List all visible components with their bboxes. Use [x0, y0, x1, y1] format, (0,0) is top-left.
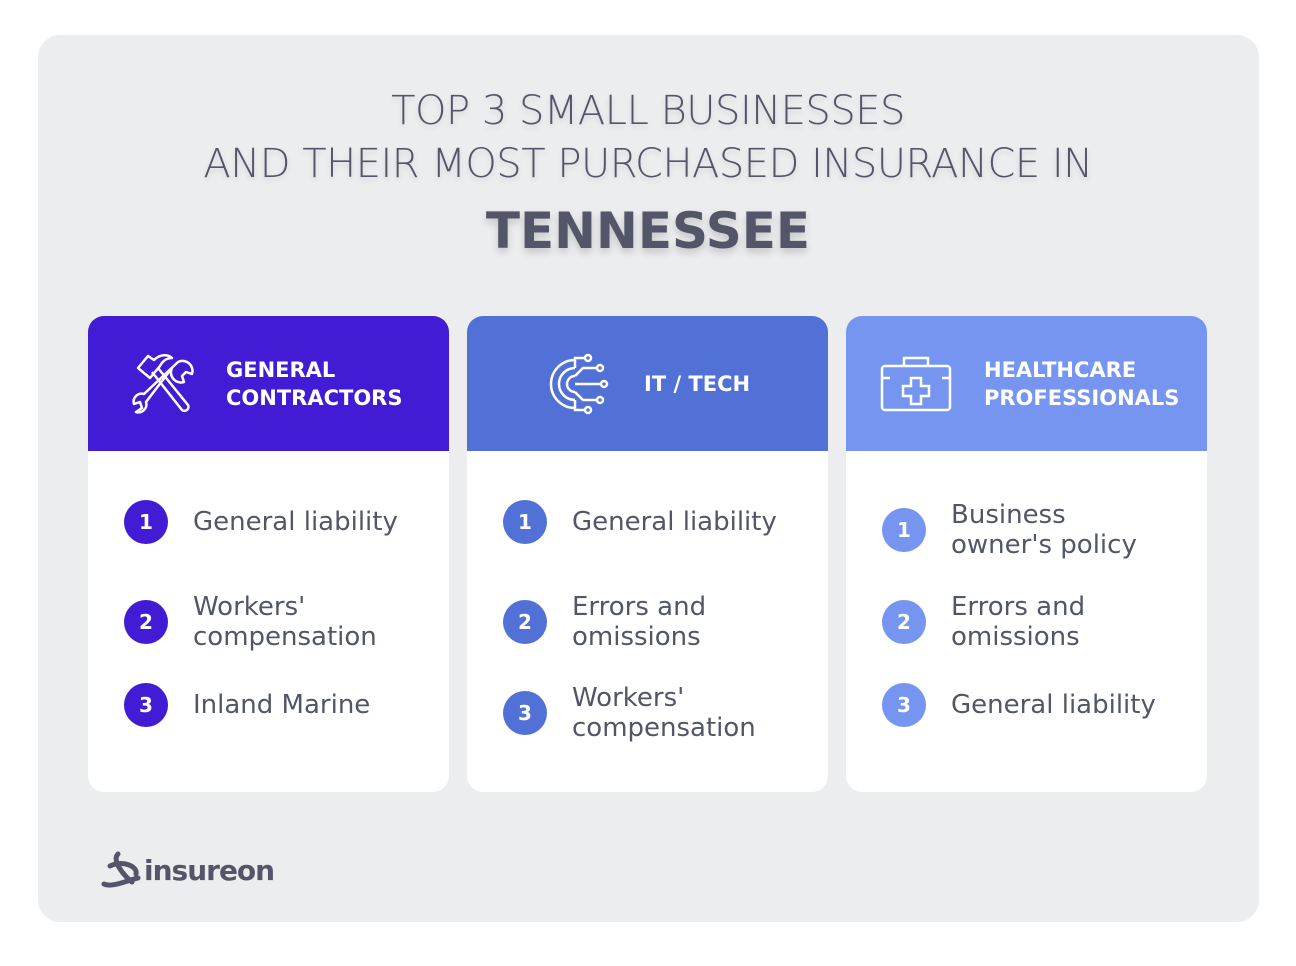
- logo-text: insureon: [144, 853, 275, 887]
- list-item: 2 Errors and omissions: [503, 592, 706, 652]
- card-title: IT / TECH: [644, 372, 751, 396]
- card-title: HEALTHCARE PROFESSIONALS: [984, 358, 1180, 410]
- title-line-1: TOP 3 SMALL BUSINESSES: [391, 88, 905, 134]
- list-item: 1 Business owner's policy: [882, 500, 1137, 560]
- title-line-2: AND THEIR MOST PURCHASED INSURANCE IN: [203, 141, 1093, 187]
- list-item: 1 General liability: [503, 500, 777, 544]
- number-badge: 2: [503, 600, 547, 644]
- item-label: Workers' compensation: [572, 683, 756, 743]
- card-title: GENERAL CONTRACTORS: [226, 358, 403, 410]
- medical-kit-icon: [880, 356, 952, 412]
- number-badge: 3: [124, 683, 168, 727]
- card-header: GENERAL CONTRACTORS: [88, 316, 449, 451]
- insureon-logo-icon: [101, 851, 141, 888]
- list-item: 2 Workers' compensation: [124, 592, 377, 652]
- card-healthcare: HEALTHCARE PROFESSIONALS 1 Business owner…: [846, 316, 1207, 792]
- list-item: 2 Errors and omissions: [882, 592, 1085, 652]
- card-header: IT / TECH: [467, 316, 828, 451]
- list-item: 3 Workers' compensation: [503, 683, 756, 743]
- item-label: Business owner's policy: [951, 500, 1137, 560]
- number-badge: 2: [124, 600, 168, 644]
- number-badge: 3: [503, 691, 547, 735]
- title-state: TENNESSEE: [485, 202, 811, 260]
- item-label: Inland Marine: [193, 690, 371, 720]
- item-label: Errors and omissions: [951, 592, 1086, 652]
- list-item: 3 Inland Marine: [124, 683, 370, 727]
- card-it-tech: IT / TECH 1 General liability 2 Errors and…: [467, 316, 828, 792]
- hammer-wrench-icon: [132, 354, 194, 414]
- number-badge: 3: [882, 683, 926, 727]
- card-header: HEALTHCARE PROFESSIONALS: [846, 316, 1207, 451]
- card-general-contractors: GENERAL CONTRACTORS 1 General liability 2…: [88, 316, 449, 792]
- insureon-logo: insureon: [100, 850, 275, 890]
- item-label: General liability: [951, 690, 1156, 720]
- item-label: General liability: [193, 507, 398, 537]
- list-item: 3 General liability: [882, 683, 1156, 727]
- number-badge: 1: [882, 508, 926, 552]
- list-item: 1 General liability: [124, 500, 398, 544]
- number-badge: 1: [503, 500, 547, 544]
- item-label: General liability: [572, 507, 777, 537]
- item-label: Workers' compensation: [193, 592, 377, 652]
- gear-circuit-icon: [549, 353, 609, 415]
- item-label: Errors and omissions: [572, 592, 707, 652]
- number-badge: 2: [882, 600, 926, 644]
- number-badge: 1: [124, 500, 168, 544]
